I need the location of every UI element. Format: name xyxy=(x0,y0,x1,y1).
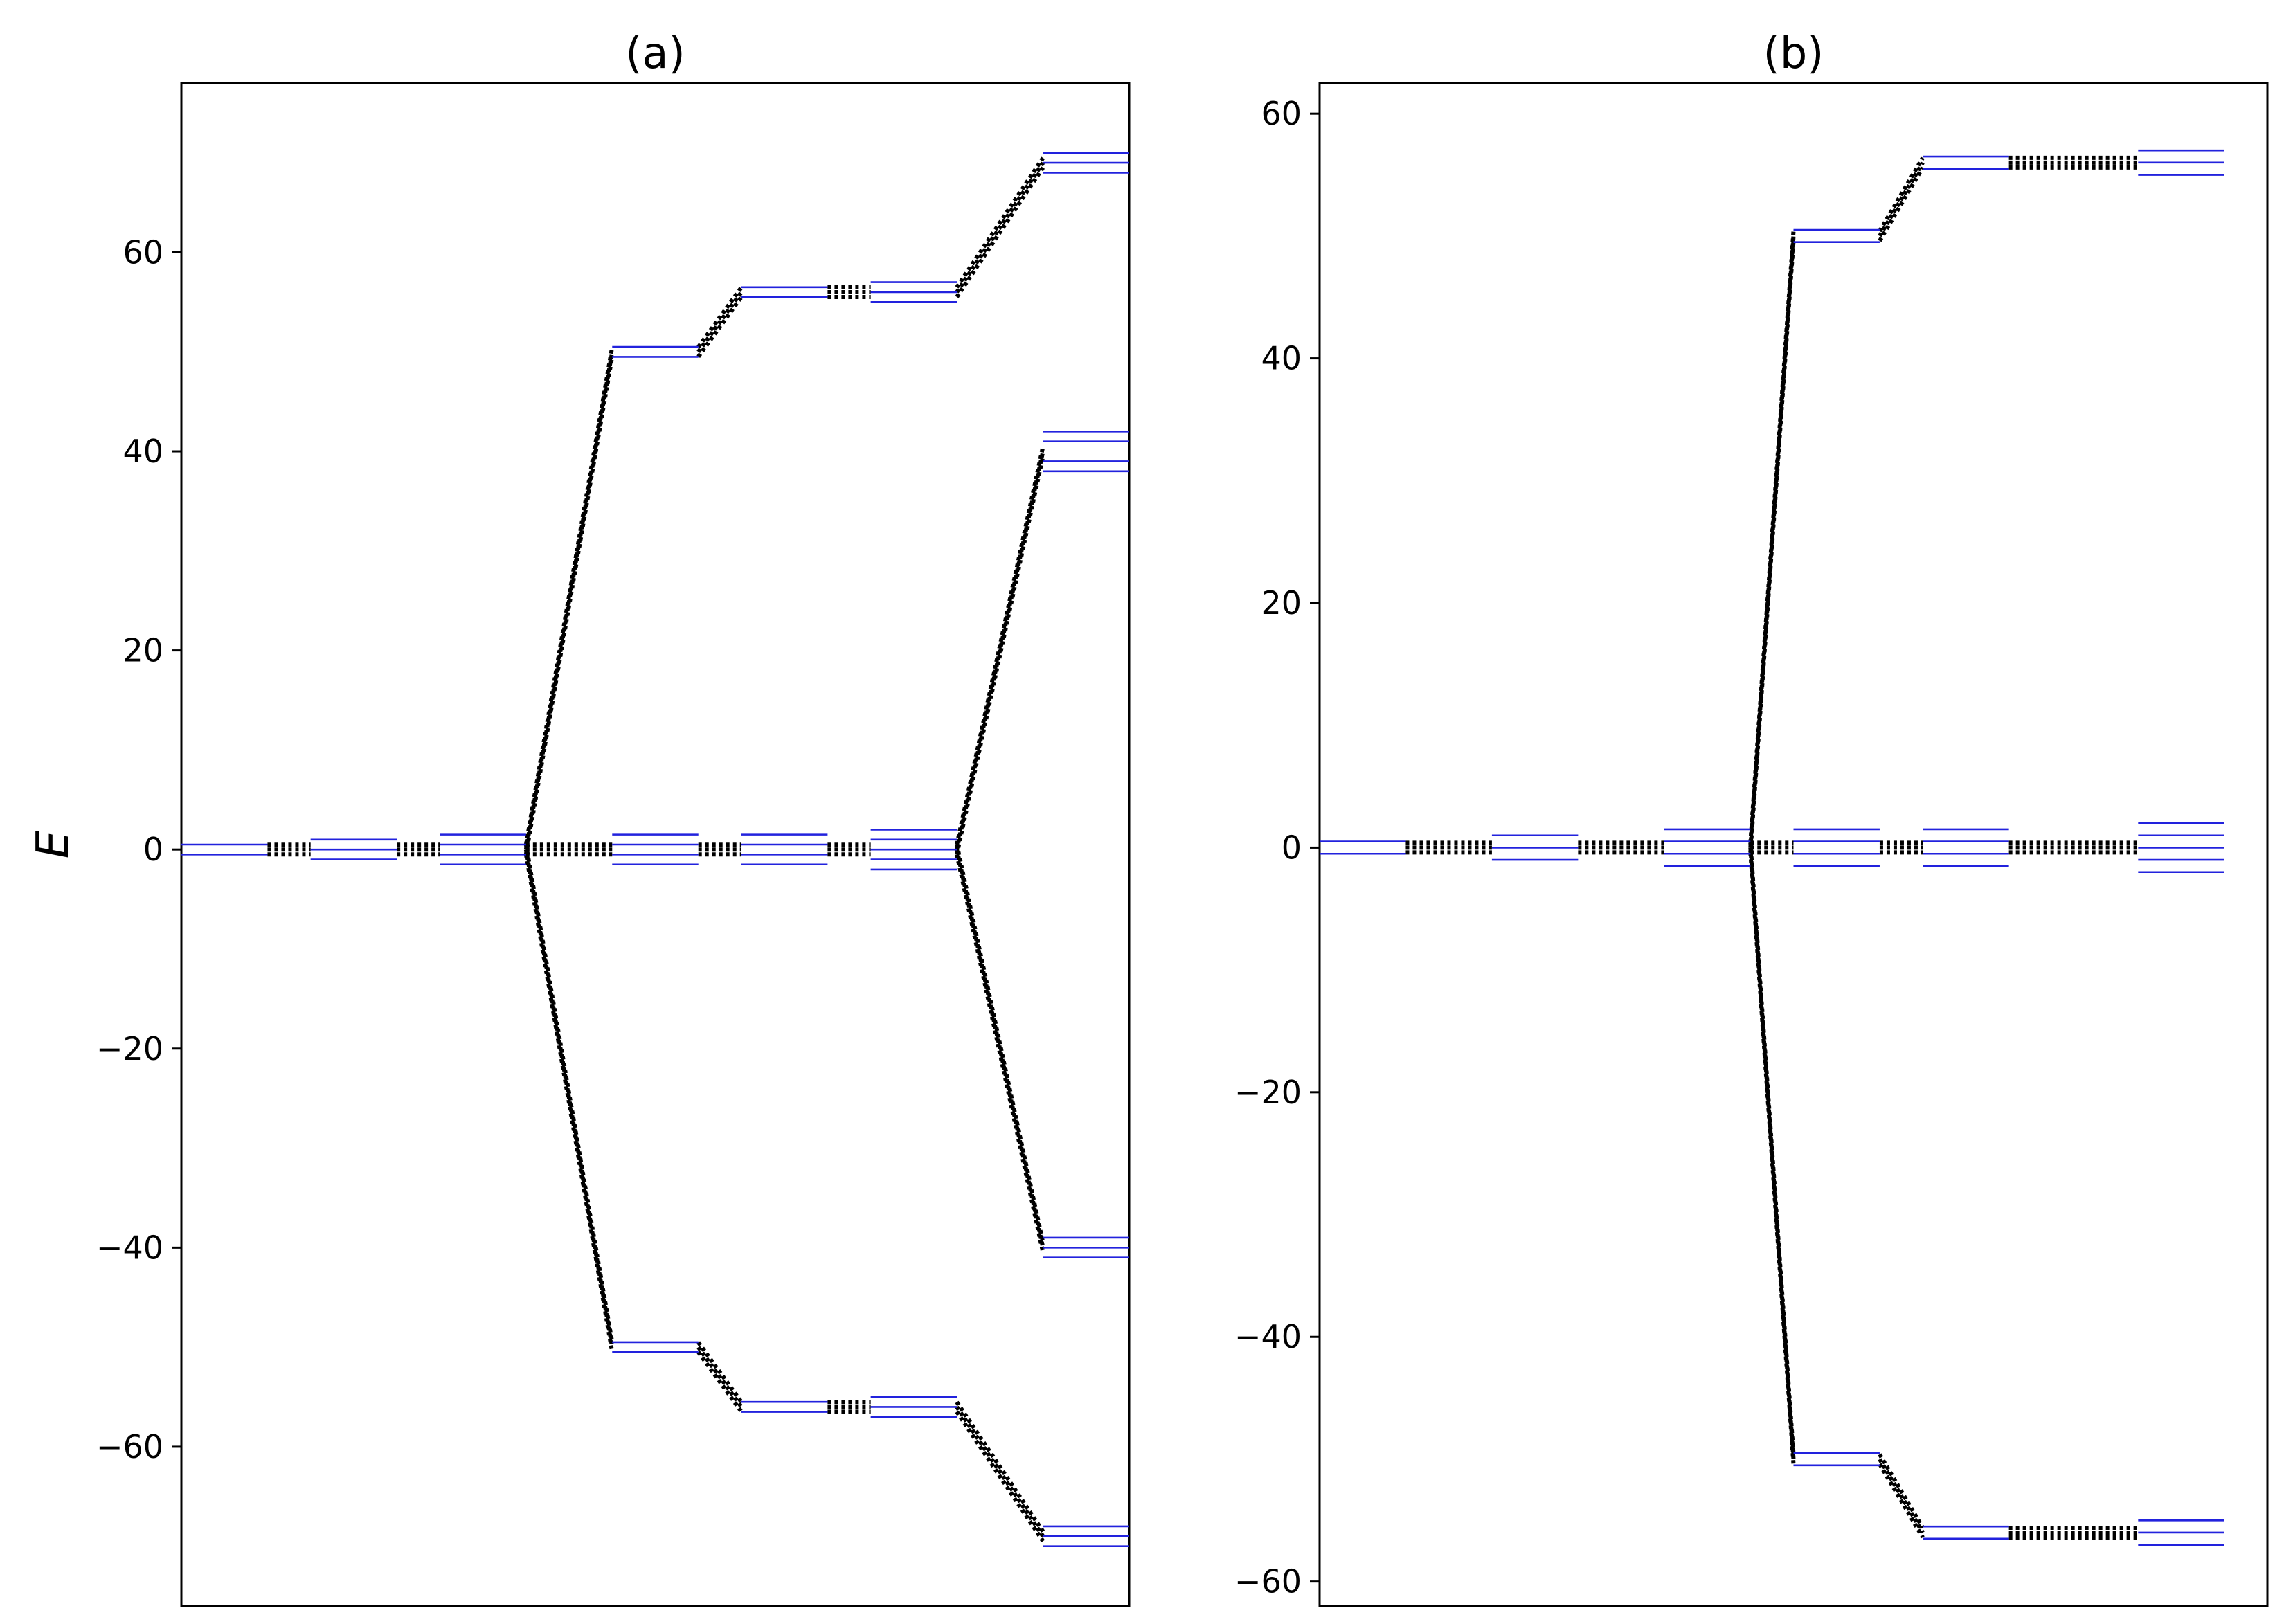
y-tick-label: −60 xyxy=(96,1428,163,1465)
connector-line xyxy=(955,854,1045,1253)
connector-line xyxy=(696,1341,744,1404)
y-tick-label: −40 xyxy=(1234,1318,1302,1355)
y-tick-label: 40 xyxy=(1261,340,1302,377)
connector-line xyxy=(955,1405,1045,1538)
panels: (a) −60 −40 −20 0 20 40 60 (b) −60 −40 −20 0 20 40 60 xyxy=(96,28,2269,1607)
connector-line xyxy=(1878,166,1925,242)
y-tick-label: 40 xyxy=(123,433,163,470)
connector-line xyxy=(1748,842,1796,1455)
connector-line xyxy=(955,455,1045,855)
connector-line xyxy=(1878,1458,1925,1534)
panel-a: (a) −60 −40 −20 0 20 40 60 xyxy=(96,28,1131,1607)
connector-line xyxy=(955,1400,1045,1533)
y-tick-label: −60 xyxy=(1234,1563,1302,1600)
connector-line xyxy=(1748,852,1796,1465)
connector-line xyxy=(1748,235,1796,848)
connector-line xyxy=(955,156,1045,289)
y-tick-label: −20 xyxy=(96,1030,163,1067)
connector-line xyxy=(1878,1463,1925,1539)
connector-line xyxy=(696,296,744,358)
connector-line xyxy=(955,1410,1045,1543)
y-tick-label: 60 xyxy=(123,233,163,271)
panel-title: (a) xyxy=(625,28,685,78)
connector-line xyxy=(696,291,744,353)
connector-line xyxy=(1748,847,1796,1460)
y-tick-label: −40 xyxy=(96,1229,163,1266)
y-tick-label: 0 xyxy=(1282,829,1302,866)
connector-line xyxy=(955,166,1045,298)
y-tick-label: 0 xyxy=(143,831,163,868)
connector-line xyxy=(1748,231,1796,843)
panel-b: (b) −60 −40 −20 0 20 40 60 xyxy=(1234,28,2269,1607)
y-tick-label: −20 xyxy=(1234,1074,1302,1111)
y-axis-label: E xyxy=(28,830,79,858)
connector-line xyxy=(955,161,1045,294)
connector-line xyxy=(1878,1453,1925,1529)
connector-line xyxy=(523,356,615,855)
connector-line xyxy=(696,1351,744,1414)
y-tick-label: 20 xyxy=(123,632,163,669)
y-tick-label: 20 xyxy=(1261,584,1302,622)
connector-line xyxy=(696,1346,744,1409)
plot-frame xyxy=(1318,82,2269,1607)
y-tick-label: 60 xyxy=(1261,95,1302,132)
panel-title: (b) xyxy=(1763,28,1824,78)
connector-line xyxy=(696,286,744,348)
connector-line xyxy=(1878,161,1925,237)
connector-line xyxy=(1878,156,1925,233)
connector-line xyxy=(1748,240,1796,853)
connector-line xyxy=(523,854,615,1353)
